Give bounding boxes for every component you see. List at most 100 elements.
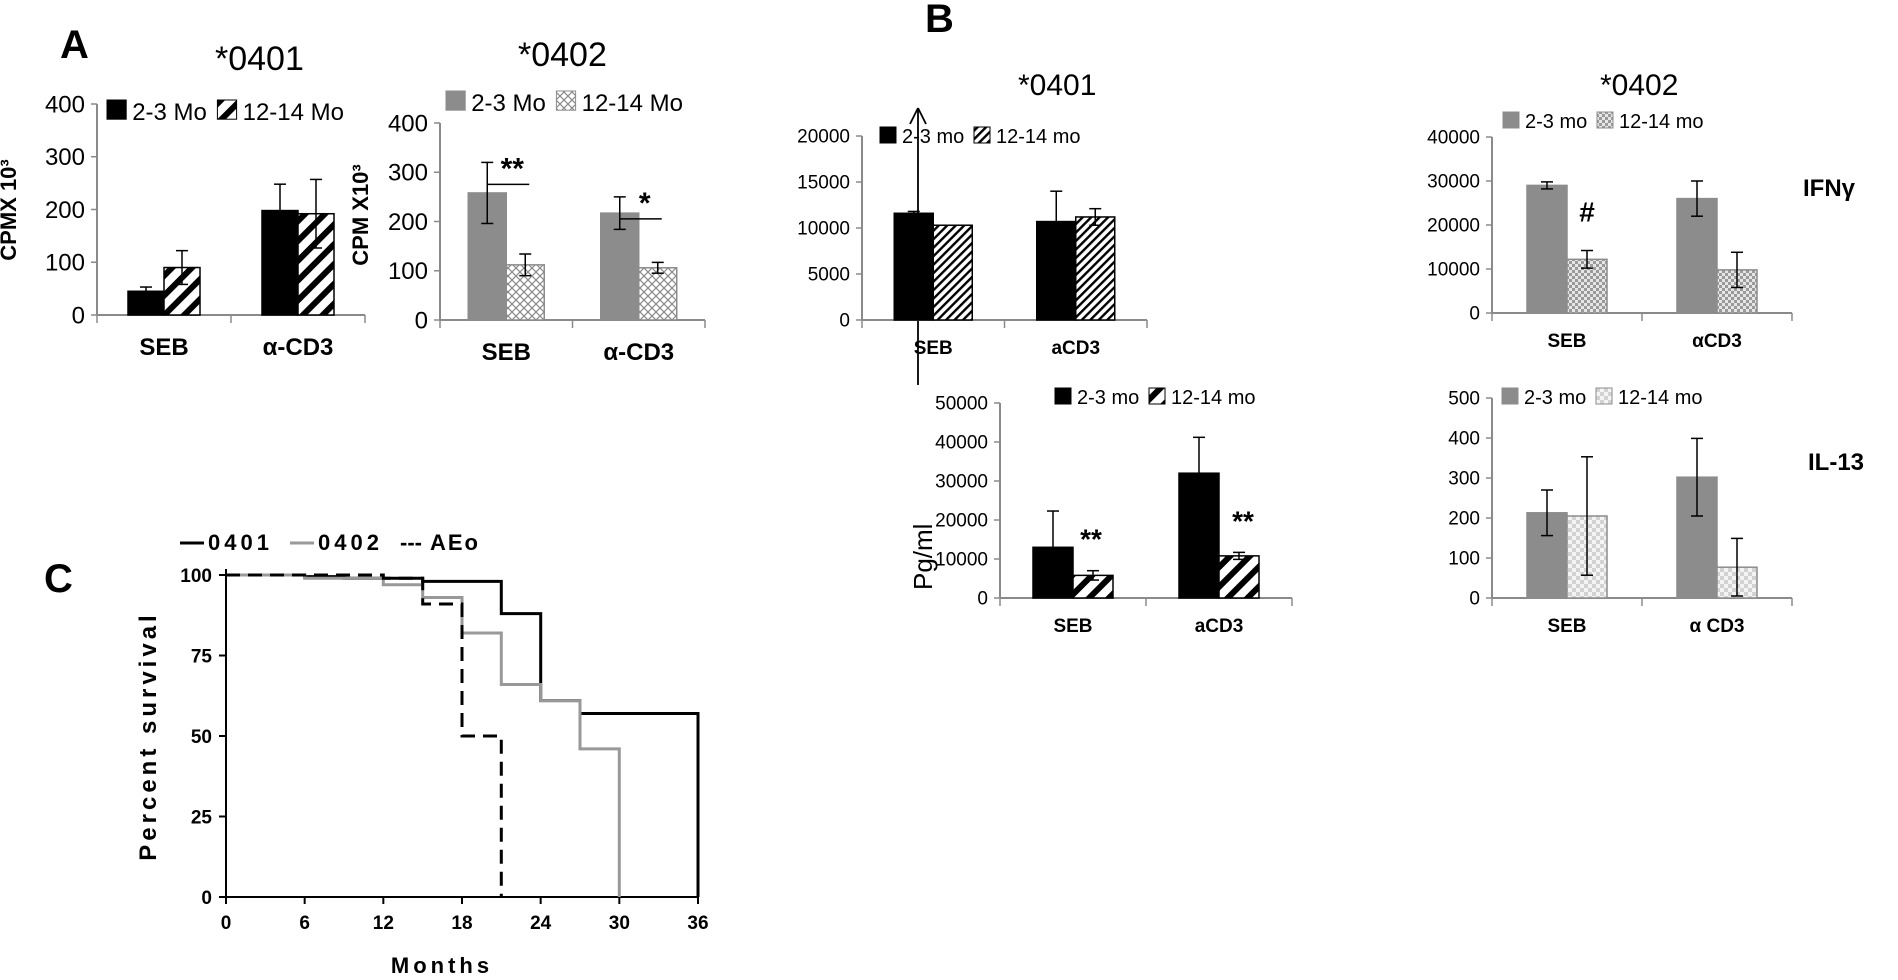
y-tick-label: 20000 — [797, 127, 850, 148]
y-tick-label: 0 — [415, 307, 428, 334]
legend-label: 0402 — [318, 530, 383, 555]
legend-swatch — [879, 126, 897, 144]
y-tick-label: 10000 — [1427, 260, 1480, 281]
legend-swatch — [1501, 387, 1519, 405]
panel-label-c: C — [44, 557, 73, 601]
chart-title: *0402 — [1600, 69, 1678, 102]
y-tick-label: 300 — [45, 144, 85, 171]
x-tick-label: SEB — [139, 334, 188, 361]
y-tick-label: 50 — [191, 727, 212, 748]
legend-swatch — [555, 90, 577, 111]
legend-swatch — [973, 126, 991, 144]
y-tick-label: 25 — [191, 808, 213, 829]
legend-label: AEo — [430, 530, 480, 555]
chart-title: *0401 — [1018, 69, 1096, 102]
legend-swatch — [106, 99, 127, 120]
legend-swatch — [1596, 111, 1614, 129]
chart-a0401: 0 100 200 300 400 SEB α-CD3 *0401 CPMX 10³ 2-3 Mo… — [0, 40, 366, 361]
y-tick-label: 5000 — [808, 265, 850, 286]
chart-b0401-ifn: 0 5000 10000 15000 20000 SEB aCD3 *0401 2-3 mo 12… — [797, 69, 1148, 359]
y-tick-label: 400 — [388, 110, 428, 137]
y-tick-label: 20000 — [935, 511, 988, 532]
x-tick-label: SEB — [1547, 331, 1586, 352]
y-tick-label: 10000 — [797, 219, 850, 240]
legend-label: 2-3 mo — [1077, 387, 1139, 409]
legend-marker: --- — [400, 530, 422, 555]
chart-title: *0402 — [518, 36, 607, 74]
y-tick-label: 400 — [1448, 429, 1480, 450]
y-tick-label: 100 — [45, 250, 85, 277]
y-tick-label: 75 — [191, 647, 213, 668]
x-tick-label: SEB — [482, 339, 531, 366]
legend-label: 2-3 Mo — [132, 99, 207, 126]
y-tick-label: 0 — [201, 888, 212, 909]
y-tick-label: 100 — [180, 566, 212, 587]
legend-swatch — [445, 90, 466, 111]
bar-seb-0 — [1526, 184, 1568, 314]
legend-label: 0401 — [208, 530, 273, 555]
x-tick-label: SEB — [1547, 616, 1586, 637]
bar-cd3-0 — [600, 212, 640, 321]
legend-swatch — [216, 99, 238, 120]
significance-marker: ** — [501, 152, 525, 185]
y-tick-label: 0 — [1469, 304, 1480, 325]
legend-label: 12-14 mo — [1619, 111, 1704, 133]
y-tick-label: 30000 — [935, 472, 988, 493]
y-tick-label: 0 — [1469, 589, 1480, 610]
y-tick-label: 100 — [388, 258, 428, 285]
row-label-ifng: IFNγ — [1803, 175, 1856, 202]
chart-b0401-il13: 0 10000 20000 30000 40000 50000 SEB aCD3 ** ** 2-3… — [935, 387, 1293, 637]
y-axis-label: CPMX 10³ — [0, 159, 21, 260]
x-tick-label: 18 — [451, 913, 472, 934]
y-tick-label: 0 — [839, 311, 850, 332]
x-tick-label: SEB — [914, 338, 953, 359]
significance-marker: # — [1579, 196, 1595, 227]
y-tick-label: 10000 — [935, 550, 988, 571]
survival-curve-0402 — [226, 573, 621, 897]
x-tick-label: 36 — [687, 913, 708, 934]
survival-curve-aeo — [226, 573, 503, 897]
panel-label-a: A — [60, 23, 89, 67]
x-tick-label: α-CD3 — [603, 339, 674, 366]
chart-b0402-ifn: 0 10000 20000 30000 40000 SEB αCD3 # *0402 2-3 mo… — [1427, 69, 1793, 352]
y-tick-label: 30000 — [1427, 172, 1480, 193]
y-tick-label: 200 — [388, 209, 428, 236]
y-tick-label: 100 — [1448, 549, 1480, 570]
legend-label: 12-14 Mo — [243, 99, 344, 126]
y-tick-label: 500 — [1448, 389, 1480, 410]
x-tick-label: α-CD3 — [263, 334, 334, 361]
chart-b0402-il13: 0 100 200 300 400 500 SEB α CD3 2-3 mo 12-14 mo — [1448, 387, 1793, 637]
legend-label: 12-14 mo — [1171, 387, 1256, 409]
legend-label: 12-14 mo — [1618, 387, 1703, 409]
y-tick-label: 200 — [45, 197, 85, 224]
y-tick-label: 0 — [977, 589, 988, 610]
legend-label: 2-3 mo — [902, 126, 964, 148]
y-tick-label: 40000 — [935, 433, 988, 454]
y-tick-label: 300 — [388, 160, 428, 187]
y-axis-label: CPM X10³ — [348, 164, 373, 265]
legend-swatch — [1148, 387, 1166, 405]
legend-label: 2-3 Mo — [471, 90, 546, 117]
x-tick-label: 6 — [299, 913, 310, 934]
x-axis-label: Months — [391, 953, 493, 978]
significance-marker: * — [639, 187, 651, 220]
legend-label: 2-3 mo — [1525, 111, 1587, 133]
bar-acd3-1 — [1218, 555, 1260, 599]
panel-label-b: B — [925, 0, 954, 41]
legend-swatch — [1595, 387, 1613, 405]
x-tick-label: 24 — [530, 913, 552, 934]
legend-label: 2-3 mo — [1524, 387, 1586, 409]
bar-cd3-0 — [1676, 197, 1718, 314]
row-label-il13: IL-13 — [1808, 449, 1864, 476]
significance-marker: ** — [1080, 524, 1102, 555]
y-tick-label: 400 — [45, 91, 85, 118]
x-tick-label: αCD3 — [1692, 331, 1742, 352]
bar-acd3-1 — [1075, 216, 1116, 321]
legend-label: 12-14 Mo — [582, 90, 683, 117]
legend-label: 12-14 mo — [996, 126, 1081, 148]
y-tick-label: 50000 — [935, 394, 988, 415]
chart-title: *0401 — [215, 40, 304, 78]
